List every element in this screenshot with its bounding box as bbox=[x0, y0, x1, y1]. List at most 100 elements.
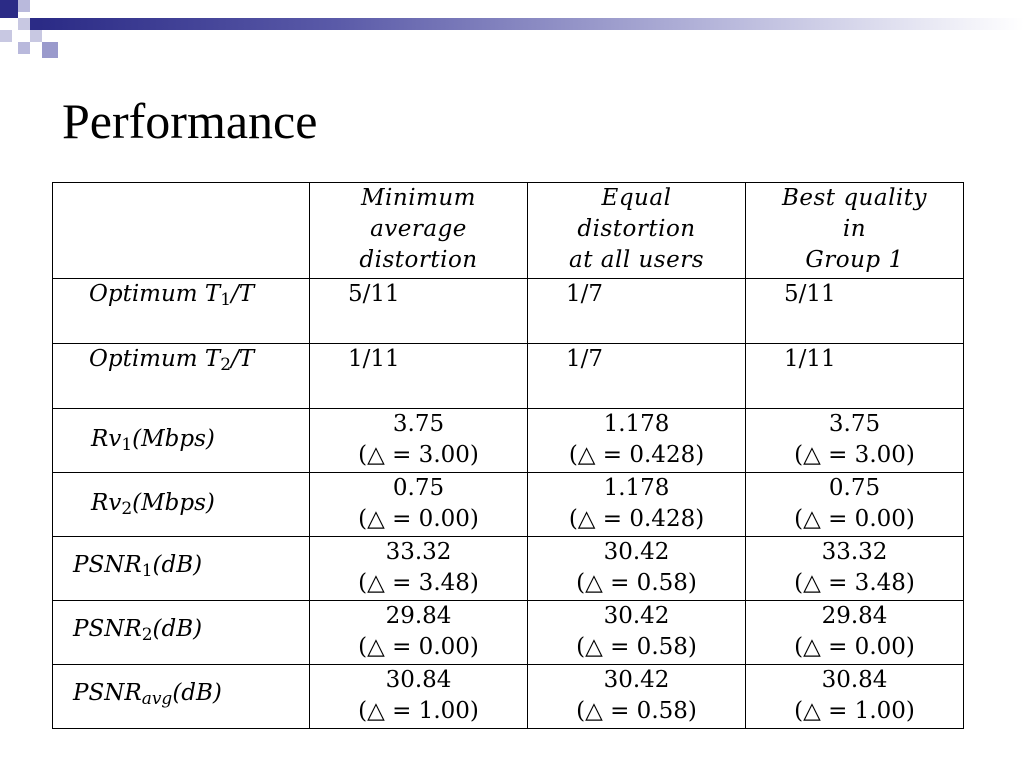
row-label: Optimum T2/T bbox=[53, 344, 309, 380]
header-equal-distortion: Equal distortion at all users bbox=[527, 182, 746, 279]
row-label-text: Optimum T bbox=[89, 346, 221, 372]
table-cell: 0.75 (△ = 0.00) bbox=[745, 472, 964, 537]
row-label-subscript: avg bbox=[141, 689, 173, 709]
row-label: Rv2(Mbps) bbox=[53, 473, 309, 524]
table-cell: 5/11 bbox=[309, 278, 528, 344]
decor-square bbox=[30, 30, 42, 42]
row-label-subscript: 2 bbox=[220, 355, 232, 375]
cell-delta: (△ = 3.00) bbox=[358, 442, 479, 468]
cell-delta: (△ = 0.58) bbox=[576, 634, 697, 660]
table-cell: 5/11 bbox=[745, 278, 964, 344]
decor-square bbox=[30, 18, 42, 30]
decor-square bbox=[42, 42, 58, 58]
row-label-cell: PSNR1(dB) bbox=[52, 536, 310, 601]
decorative-gradient-band bbox=[40, 18, 1024, 30]
header-line: Group 1 bbox=[805, 247, 904, 273]
decor-square bbox=[0, 30, 12, 42]
row-label: Rv1(Mbps) bbox=[53, 409, 309, 460]
table-row: Rv1(Mbps) 3.75 (△ = 3.00) 1.178 (△ = 0.428… bbox=[52, 408, 964, 473]
row-label-cell: Rv2(Mbps) bbox=[52, 472, 310, 537]
table-row: Rv2(Mbps) 0.75 (△ = 0.00) 1.178 (△ = 0.428… bbox=[52, 472, 964, 537]
row-label-subscript: 1 bbox=[220, 290, 232, 310]
cell-delta: (△ = 0.428) bbox=[568, 442, 705, 468]
cell-value: 29.84 bbox=[385, 603, 452, 629]
cell-value: 3.75 bbox=[828, 411, 881, 437]
table-cell: 30.84 (△ = 1.00) bbox=[745, 664, 964, 729]
cell-value: 5/11 bbox=[784, 281, 836, 307]
cell-value: 33.32 bbox=[385, 539, 452, 565]
row-label-cell: PSNRavg(dB) bbox=[52, 664, 310, 729]
table-cell: 1.178 (△ = 0.428) bbox=[527, 472, 746, 537]
table-cell: 1.178 (△ = 0.428) bbox=[527, 408, 746, 473]
row-label-text: PSNR bbox=[73, 616, 142, 642]
row-label-text: (dB) bbox=[152, 616, 203, 642]
cell-value: 0.75 bbox=[828, 475, 881, 501]
cell-value: 30.84 bbox=[385, 667, 452, 693]
row-label-text: (Mbps) bbox=[132, 490, 215, 516]
cell-value: 33.32 bbox=[821, 539, 888, 565]
cell-value: 30.42 bbox=[603, 667, 670, 693]
row-label-subscript: 2 bbox=[141, 625, 153, 645]
row-label-cell: PSNR2(dB) bbox=[52, 600, 310, 665]
cell-delta: (△ = 1.00) bbox=[358, 698, 479, 724]
decor-square bbox=[18, 42, 30, 54]
table-cell: 3.75 (△ = 3.00) bbox=[745, 408, 964, 473]
table-header-row: Minimum average distortion Equal distort… bbox=[52, 182, 964, 279]
cell-value: 1.178 bbox=[603, 411, 670, 437]
row-label-text: /T bbox=[231, 281, 255, 307]
row-label-text: Rv bbox=[91, 490, 122, 516]
row-label-text: PSNR bbox=[73, 680, 142, 706]
table-cell: 1/11 bbox=[309, 343, 528, 409]
cell-delta: (△ = 1.00) bbox=[794, 698, 915, 724]
header-line: at all users bbox=[568, 247, 705, 273]
cell-delta: (△ = 0.58) bbox=[576, 570, 697, 596]
header-line: distortion bbox=[577, 216, 696, 242]
table-cell: 1/7 bbox=[527, 343, 746, 409]
header-line: distortion bbox=[359, 247, 478, 273]
table-cell: 30.42 (△ = 0.58) bbox=[527, 600, 746, 665]
cell-delta: (△ = 0.00) bbox=[358, 634, 479, 660]
cell-delta: (△ = 0.00) bbox=[358, 506, 479, 532]
row-label-cell: Optimum T1/T bbox=[52, 278, 310, 344]
table-row: PSNR2(dB) 29.84 (△ = 0.00) 30.42 (△ = 0.58… bbox=[52, 600, 964, 665]
row-label-text: Optimum T bbox=[89, 281, 221, 307]
cell-value: 30.42 bbox=[603, 603, 670, 629]
header-line: average bbox=[370, 216, 467, 242]
table-cell: 3.75 (△ = 3.00) bbox=[309, 408, 528, 473]
header-line: Minimum bbox=[360, 185, 476, 211]
cell-delta: (△ = 0.00) bbox=[794, 506, 915, 532]
table-cell: 29.84 (△ = 0.00) bbox=[745, 600, 964, 665]
row-label-text: Rv bbox=[91, 426, 122, 452]
decor-square bbox=[18, 18, 30, 30]
table-cell: 33.32 (△ = 3.48) bbox=[309, 536, 528, 601]
row-label-text: (dB) bbox=[172, 680, 222, 706]
cell-delta: (△ = 0.428) bbox=[568, 506, 705, 532]
row-label-cell: Optimum T2/T bbox=[52, 343, 310, 409]
table-cell: 33.32 (△ = 3.48) bbox=[745, 536, 964, 601]
cell-value: 1/11 bbox=[348, 346, 400, 372]
table-cell: 30.42 (△ = 0.58) bbox=[527, 664, 746, 729]
cell-delta: (△ = 3.48) bbox=[794, 570, 915, 596]
header-empty-cell bbox=[52, 182, 310, 279]
table-row: Optimum T1/T 5/11 1/7 5/11 bbox=[52, 278, 964, 344]
cell-value: 0.75 bbox=[392, 475, 445, 501]
table-row: PSNRavg(dB) 30.84 (△ = 1.00) 30.42 (△ = 0.… bbox=[52, 664, 964, 729]
cell-value: 29.84 bbox=[821, 603, 888, 629]
header-min-avg-distortion: Minimum average distortion bbox=[309, 182, 528, 279]
header-line: Best quality bbox=[781, 185, 928, 211]
row-label: PSNRavg(dB) bbox=[53, 665, 309, 714]
cell-value: 30.42 bbox=[603, 539, 670, 565]
cell-value: 1/7 bbox=[566, 346, 604, 372]
row-label-subscript: 1 bbox=[141, 561, 153, 581]
cell-delta: (△ = 3.00) bbox=[794, 442, 915, 468]
row-label-cell: Rv1(Mbps) bbox=[52, 408, 310, 473]
cell-value: 30.84 bbox=[821, 667, 888, 693]
table-cell: 29.84 (△ = 0.00) bbox=[309, 600, 528, 665]
header-best-quality-group1: Best quality in Group 1 bbox=[745, 182, 964, 279]
cell-delta: (△ = 3.48) bbox=[358, 570, 479, 596]
cell-delta: (△ = 0.58) bbox=[576, 698, 697, 724]
table-cell: 30.84 (△ = 1.00) bbox=[309, 664, 528, 729]
cell-value: 5/11 bbox=[348, 281, 400, 307]
cell-value: 1/7 bbox=[566, 281, 604, 307]
decor-square bbox=[18, 0, 30, 12]
